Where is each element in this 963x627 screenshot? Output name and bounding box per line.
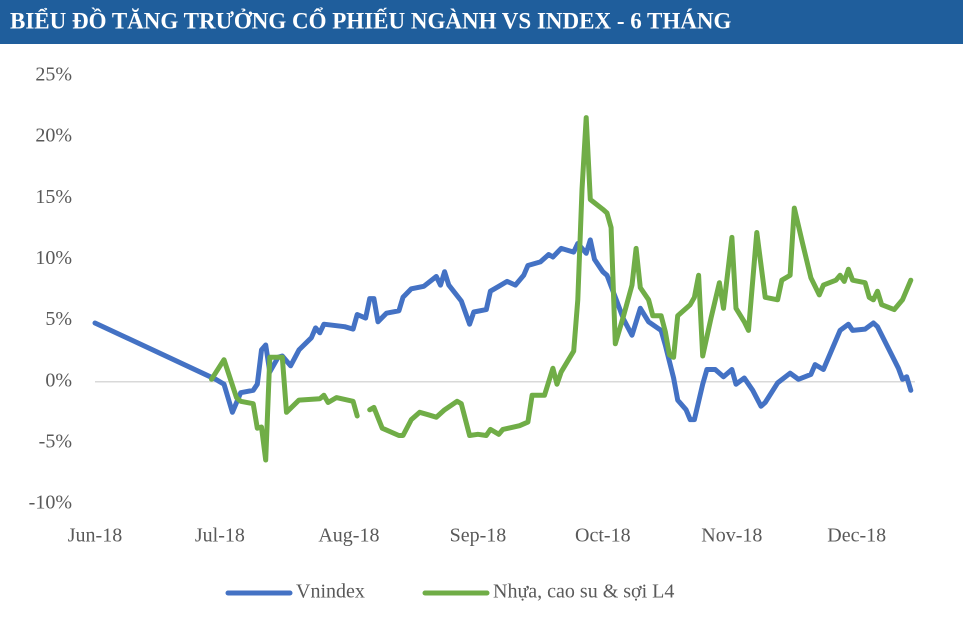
chart-title: BIỂU ĐỒ TĂNG TRƯỞNG CỔ PHIẾU NGÀNH VS IN… (10, 7, 732, 33)
y-tick-label: 20% (35, 125, 72, 147)
legend-label: Vnindex (296, 581, 365, 603)
title-bar (0, 0, 963, 44)
x-tick-label: Aug-18 (318, 525, 379, 547)
y-tick-label: 15% (35, 186, 72, 208)
x-tick-label: Jul-18 (195, 525, 245, 547)
y-tick-label: 5% (45, 308, 72, 330)
x-tick-label: Sep-18 (450, 525, 507, 547)
y-tick-label: -5% (39, 430, 72, 452)
series-line (92, 237, 914, 423)
legend-label: Nhựa, cao su & sợi L4 (493, 581, 674, 603)
y-tick-label: 25% (35, 64, 72, 86)
x-tick-label: Nov-18 (701, 525, 762, 547)
y-tick-label: -10% (29, 492, 72, 514)
series-line (209, 115, 914, 463)
x-tick-label: Jun-18 (68, 525, 122, 547)
y-tick-label: 0% (45, 369, 72, 391)
y-tick-label: 10% (35, 247, 72, 269)
x-tick-label: Dec-18 (827, 525, 886, 547)
x-tick-label: Oct-18 (575, 525, 631, 547)
